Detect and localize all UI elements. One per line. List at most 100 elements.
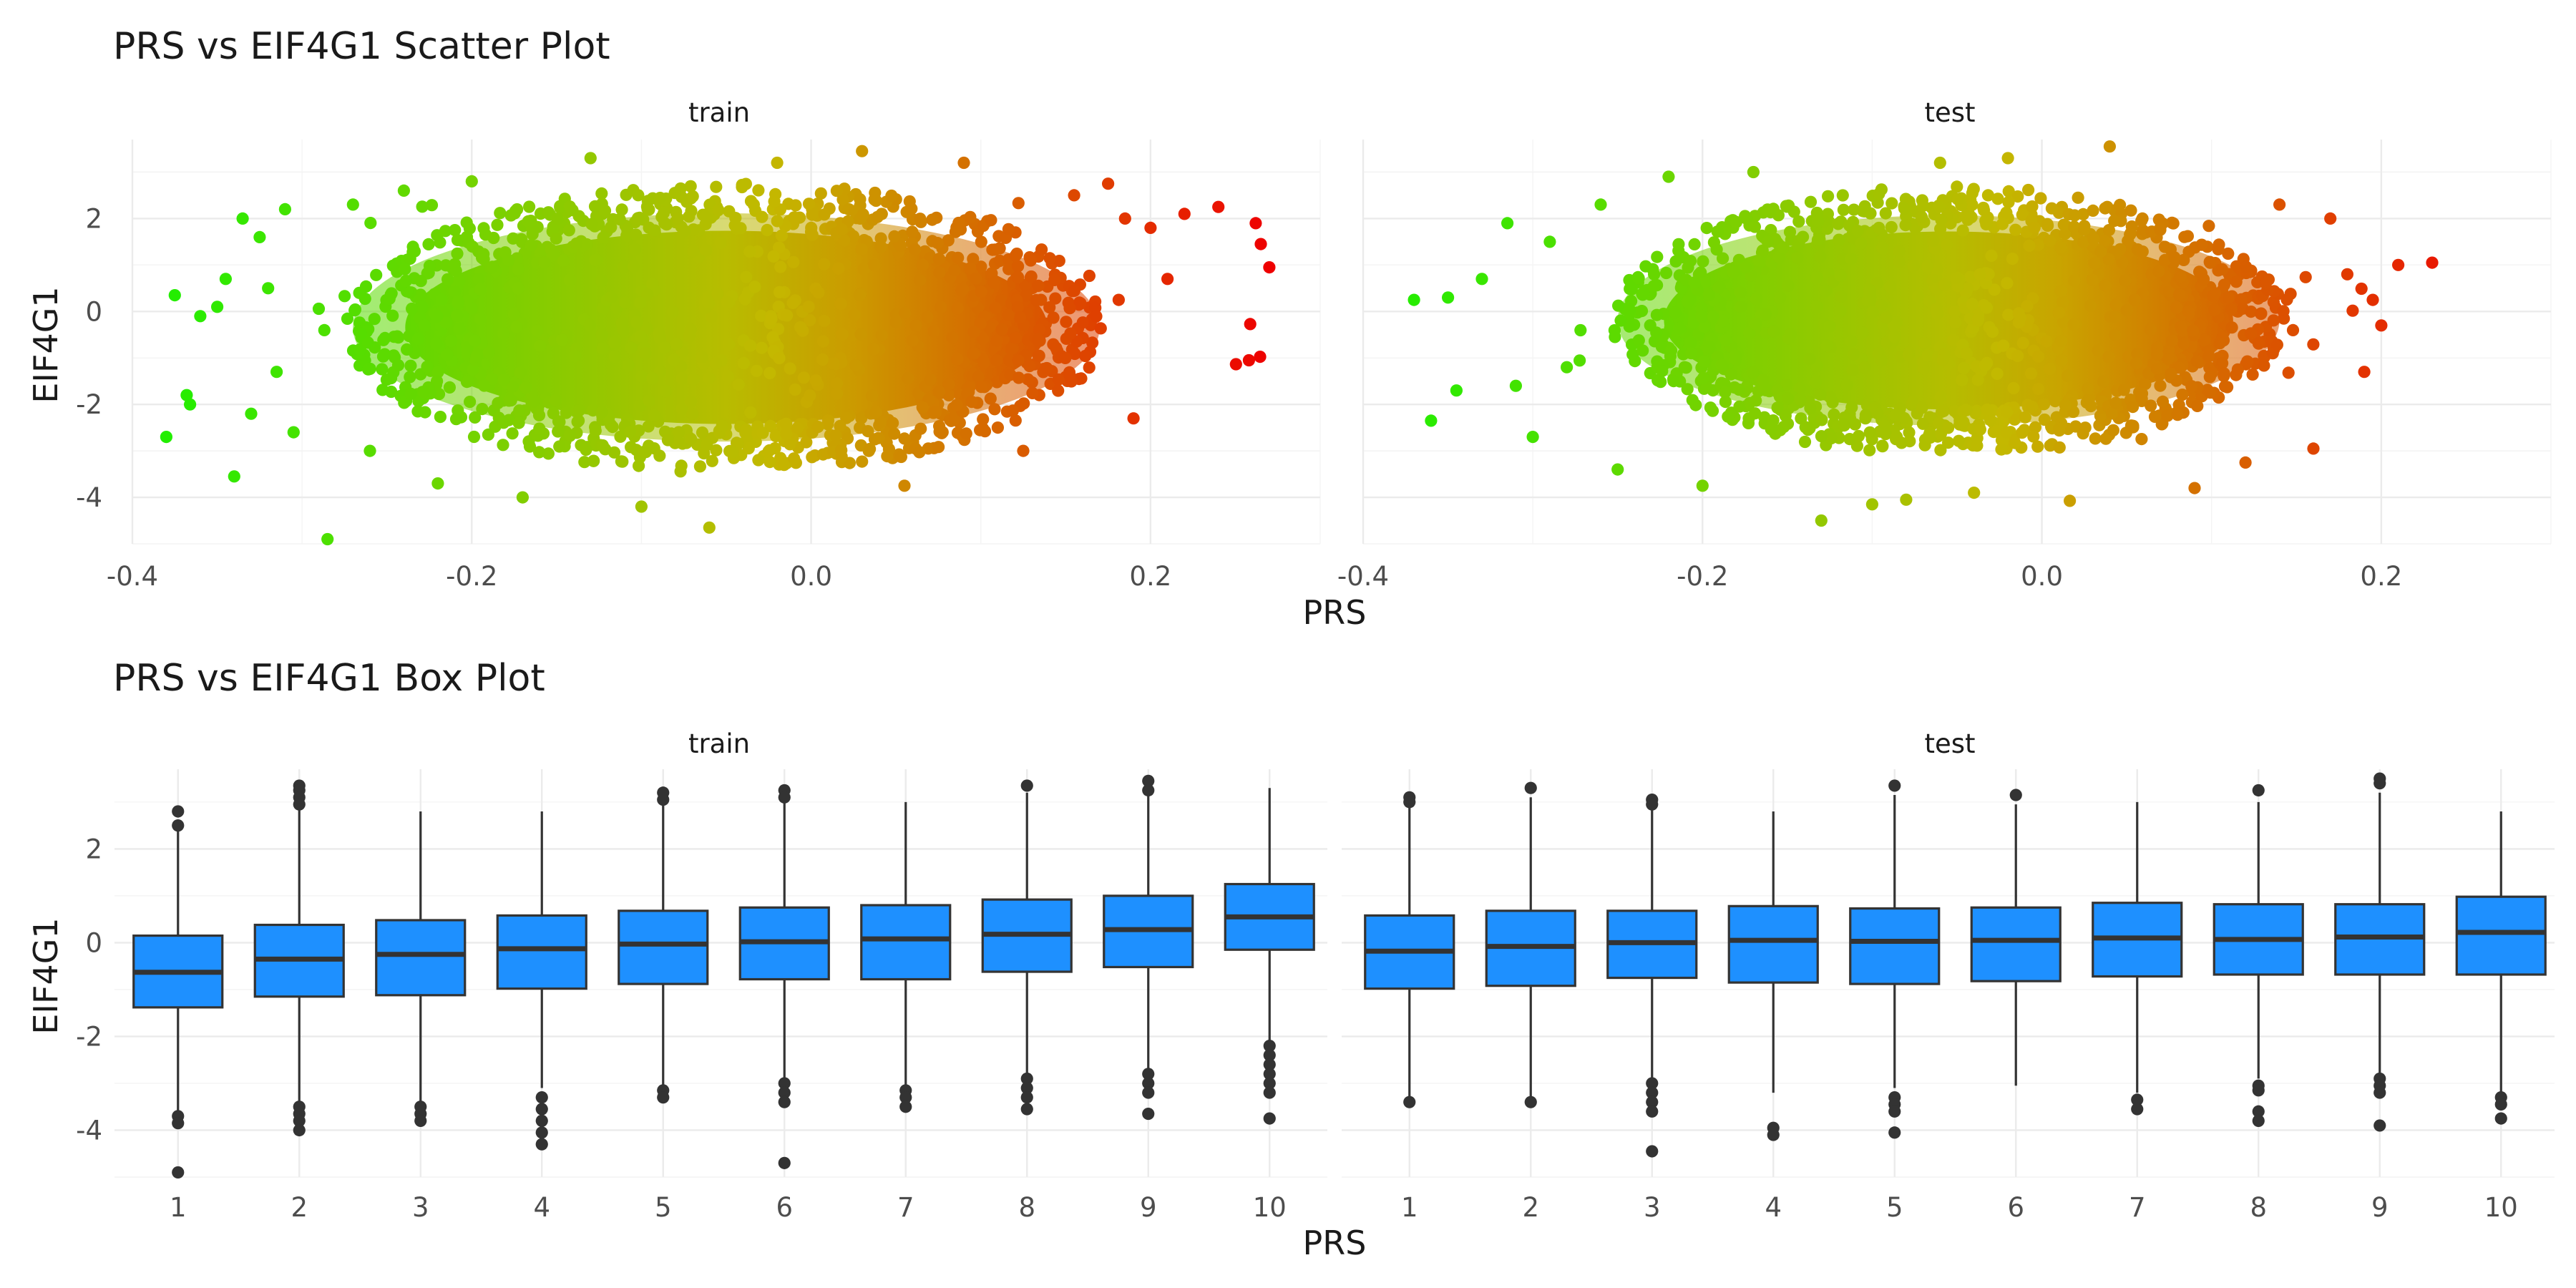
scatter-point-test (2240, 260, 2253, 273)
box-outlier (1263, 1086, 1276, 1099)
scatter-point-train (1033, 349, 1045, 362)
scatter-point-train (642, 420, 655, 433)
scatter-point-test (1750, 293, 1763, 306)
scatter-point-train (888, 427, 901, 440)
scatter-point-train (1013, 371, 1025, 384)
scatter-point-train (743, 245, 756, 258)
scatter-point-test (2152, 265, 2165, 278)
scatter-point-train (641, 288, 654, 301)
box-outlier (778, 1077, 791, 1090)
box-outlier (535, 1138, 548, 1151)
scatter-point-test (1809, 376, 1823, 389)
scatter-point-test (2007, 381, 2020, 395)
scatter-point-test (1950, 272, 1963, 285)
box-x-tick-label: 9 (1140, 1192, 1157, 1223)
scatter-point-test (2019, 411, 2031, 424)
scatter-point-test (1574, 354, 1586, 367)
box-outlier (1888, 1126, 1901, 1139)
scatter-point-test (2187, 324, 2200, 337)
scatter-point-test (1612, 299, 1625, 312)
scatter-point-train (948, 264, 961, 277)
scatter-point-test (1921, 349, 1934, 362)
scatter-point-test (1988, 283, 2001, 296)
scatter-point-train (653, 192, 667, 205)
scatter-point-train (942, 389, 955, 402)
scatter-point-test (1743, 327, 1756, 340)
box-x-tick-label: 9 (2371, 1192, 2389, 1223)
scatter-point-train (736, 180, 748, 194)
scatter-point-test (2154, 379, 2167, 392)
box-x-tick-label: 2 (291, 1192, 308, 1223)
scatter-point-test (1885, 197, 1898, 210)
scatter-point-test (1956, 224, 1969, 237)
box-x-tick-label: 8 (2250, 1192, 2267, 1223)
scatter-point-test (2358, 366, 2371, 379)
box-group-6 (738, 784, 830, 1169)
scatter-point-test (1791, 251, 1804, 264)
scatter-point-test (2273, 198, 2286, 211)
scatter-point-train (658, 206, 670, 219)
scatter-point-test (2375, 319, 2388, 332)
scatter-point-train (913, 274, 927, 287)
scatter-point-train (646, 278, 659, 291)
scatter-point-test (2267, 314, 2280, 327)
scatter-point-train (383, 292, 396, 305)
scatter-point-test (1951, 180, 1963, 193)
scatter-point-train (519, 381, 532, 394)
scatter-point-train (653, 327, 665, 340)
box-outlier (1646, 1105, 1659, 1118)
scatter-point-train (563, 200, 576, 213)
scatter-point-test (2001, 406, 2014, 419)
scatter-point-train (1048, 273, 1061, 286)
scatter-point-test (2098, 234, 2111, 247)
scatter-point-train (816, 335, 829, 348)
scatter-point-train (726, 445, 739, 459)
scatter-point-test (2040, 335, 2053, 348)
scatter-point-train (794, 321, 807, 333)
scatter-point-train (469, 334, 482, 347)
scatter-point-train (486, 260, 499, 273)
scatter-point-train (368, 313, 381, 326)
scatter-point-train (722, 338, 735, 351)
box-outlier (1403, 796, 1416, 809)
scatter-point-test (1648, 268, 1661, 280)
scatter-point-train (1025, 270, 1038, 283)
scatter-point-train (376, 384, 389, 396)
scatter-point-test (2068, 209, 2081, 222)
box-group-8 (2212, 784, 2304, 1127)
scatter-strip-test: test (1924, 97, 1975, 128)
scatter-point-train (1254, 238, 1267, 250)
box-group-2 (1485, 781, 1576, 1108)
scatter-point-test (1815, 430, 1828, 443)
scatter-point-train (643, 203, 655, 216)
scatter-point-train (789, 383, 801, 396)
scatter-point-test (1442, 291, 1455, 304)
scatter-point-test (2022, 183, 2035, 197)
scatter-point-train (228, 470, 240, 483)
scatter-point-test (2135, 392, 2148, 406)
scatter-point-test (2145, 399, 2157, 412)
scatter-point-train (608, 350, 621, 363)
scatter-point-train (888, 230, 901, 243)
scatter-point-test (1697, 255, 1709, 268)
scatter-title: PRS vs EIF4G1 Scatter Plot (113, 25, 610, 68)
scatter-point-test (2218, 380, 2232, 393)
scatter-point-train (1064, 327, 1077, 340)
scatter-point-train (784, 438, 796, 451)
scatter-point-train (775, 229, 788, 242)
scatter-point-test (1847, 348, 1860, 361)
scatter-point-test (1906, 396, 1919, 409)
scatter-point-train (431, 477, 444, 490)
scatter-point-test (1782, 392, 1795, 405)
scatter-point-train (931, 237, 944, 250)
scatter-point-train (830, 377, 844, 390)
box-outlier (172, 805, 185, 818)
scatter-point-train (635, 500, 648, 513)
scatter-point-test (1878, 419, 1891, 432)
scatter-point-train (615, 203, 628, 216)
scatter-point-test (1832, 218, 1845, 230)
scatter-point-train (555, 333, 569, 346)
scatter-point-train (935, 301, 947, 313)
scatter-point-train (933, 266, 946, 279)
